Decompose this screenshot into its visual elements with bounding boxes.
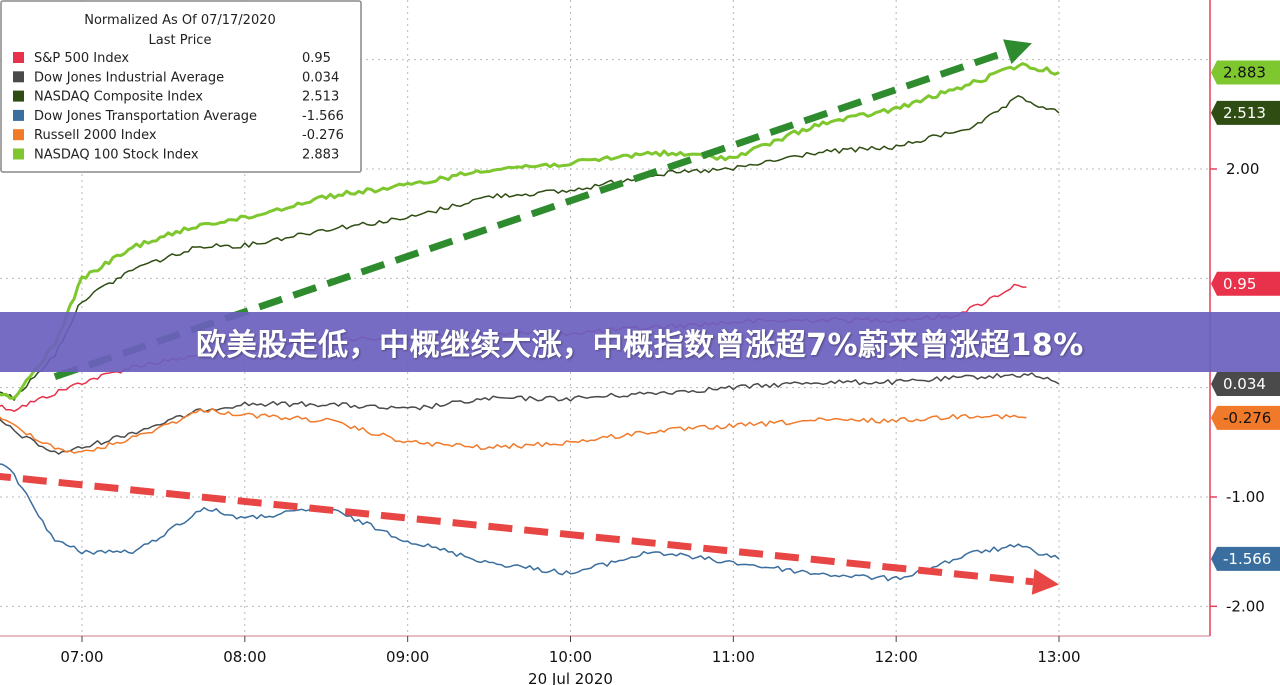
series-line — [0, 95, 1060, 401]
last-price-label: 0.95 — [1223, 275, 1256, 293]
legend-swatch — [13, 148, 24, 160]
y-tick-label: 2.00 — [1226, 160, 1259, 178]
x-tick-label: 09:00 — [386, 648, 429, 666]
series-line — [0, 62, 1060, 400]
series-line — [0, 463, 1060, 582]
last-price-badge — [1211, 405, 1280, 430]
legend-series-value: 2.513 — [302, 90, 339, 105]
last-price-badge — [1211, 371, 1280, 396]
x-tick-label: 08:00 — [223, 648, 266, 666]
legend-series-name: Russell 2000 Index — [34, 128, 157, 143]
legend-series-value: -1.566 — [302, 109, 344, 124]
last-price-badge — [1211, 271, 1280, 296]
y-tick-label: -1.00 — [1226, 488, 1265, 506]
legend-series-name: NASDAQ Composite Index — [34, 90, 203, 105]
x-tick-label: 07:00 — [60, 648, 103, 666]
legend-swatch — [13, 71, 24, 83]
legend-swatch — [13, 109, 24, 121]
legend-series-value: 2.883 — [302, 148, 339, 163]
last-price-label: 0.034 — [1223, 375, 1266, 393]
legend-series-value: 0.034 — [302, 70, 339, 85]
legend-series-name: S&P 500 Index — [34, 51, 129, 66]
legend-swatch — [13, 52, 24, 63]
legend-series-name: Dow Jones Transportation Average — [34, 109, 257, 124]
headline-text: 欧美股走低，中概继续大涨，中概指数曾涨超7%蔚来曾涨超18% — [196, 328, 1084, 363]
y-tick-label: -2.00 — [1226, 597, 1265, 615]
series-line — [0, 407, 1027, 454]
legend-series-value: 0.95 — [302, 51, 331, 66]
legend-series-value: -0.276 — [302, 128, 344, 143]
arrow-shaft — [0, 472, 1034, 586]
arrow-head — [1031, 568, 1059, 595]
last-price-badges: 0.95 0.034 2.513 -1.566 -0.276 2.883 — [1211, 60, 1280, 571]
axis-layer: 07:00 08:00 09:00 10:00 11:00 12:00 13:00 20 Ju… — [60, 160, 1264, 685]
last-price-label: -0.276 — [1223, 409, 1271, 427]
arrow-head — [1003, 39, 1032, 64]
legend-title: Normalized As Of 07/17/2020 — [84, 13, 276, 28]
legend-swatch — [13, 90, 24, 102]
last-price-badge — [1211, 546, 1280, 571]
series-line — [0, 372, 1060, 455]
headline-banner: 欧美股走低，中概继续大涨，中概指数曾涨超7%蔚来曾涨超18% — [0, 312, 1280, 372]
x-tick-label: 11:00 — [712, 648, 755, 666]
legend-series-name: Dow Jones Industrial Average — [34, 70, 224, 85]
x-tick-label: 12:00 — [875, 648, 918, 666]
legend-frame — [0, 0, 362, 173]
legend-swatch — [13, 129, 24, 141]
last-price-badge — [1211, 60, 1280, 85]
last-price-label: 2.883 — [1223, 63, 1266, 81]
last-price-label: -1.566 — [1223, 550, 1271, 568]
last-price-badge — [1211, 100, 1280, 125]
x-tick-label: 10:00 — [549, 648, 592, 666]
x-tick-label: 13:00 — [1037, 648, 1080, 666]
x-date-label: 20 Jul 2020 — [528, 670, 613, 685]
legend-box: Normalized As Of 07/17/2020 Last Price S&P… — [0, 0, 362, 173]
legend-subtitle: Last Price — [149, 33, 212, 48]
legend-series-name: NASDAQ 100 Stock Index — [34, 148, 199, 163]
last-price-label: 2.513 — [1223, 104, 1266, 122]
